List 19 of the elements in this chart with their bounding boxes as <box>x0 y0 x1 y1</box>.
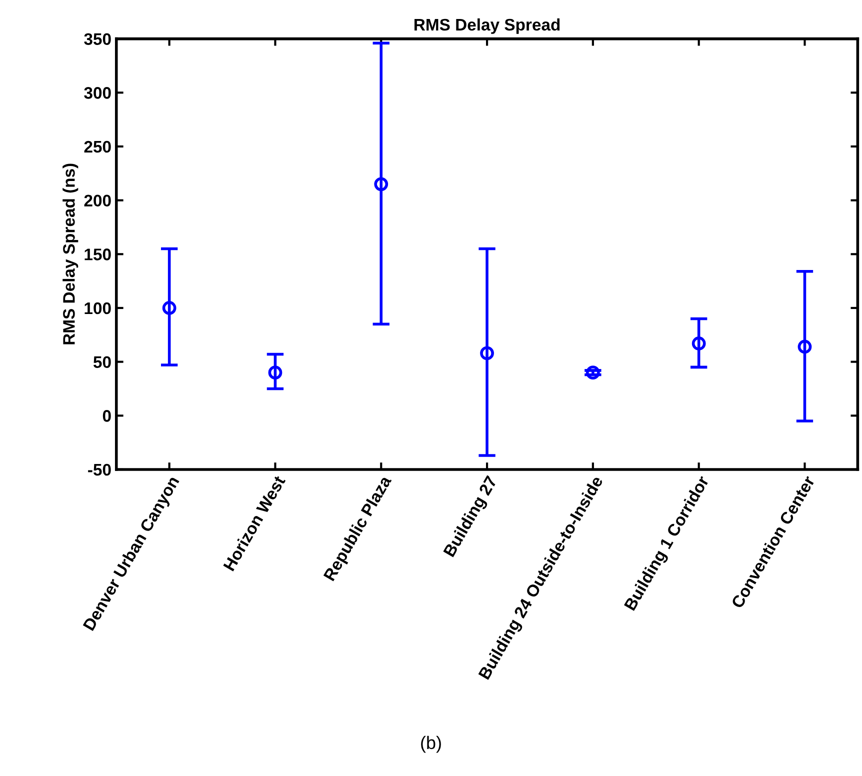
point <box>268 366 282 380</box>
point <box>374 177 388 192</box>
y-tick-label: 50 <box>93 356 111 368</box>
text: (b) <box>421 736 441 753</box>
y-axis-title: RMS Delay Spread (ns) <box>62 164 78 344</box>
y-tick-label: -50 <box>88 464 111 476</box>
y-tick-label: 300 <box>84 87 111 99</box>
point <box>692 336 706 350</box>
point <box>586 366 600 380</box>
y-tick-label: 100 <box>84 302 111 314</box>
y-tick-label: 250 <box>84 140 111 153</box>
y-tick-label: 200 <box>84 194 111 207</box>
point <box>798 340 812 354</box>
point <box>480 346 494 360</box>
chart-title: RMS Delay Spread <box>414 18 560 34</box>
y-tick-label: 350 <box>84 33 111 46</box>
y-tick-label: 0 <box>102 410 111 422</box>
point <box>162 301 176 315</box>
y-tick-label: 150 <box>84 248 111 260</box>
